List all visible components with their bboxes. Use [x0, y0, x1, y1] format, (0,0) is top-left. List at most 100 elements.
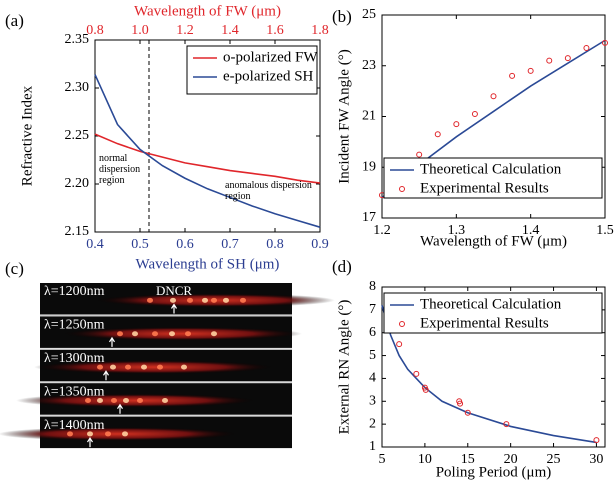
- y-axis-label: Refractive Index: [19, 85, 35, 186]
- x2-tick-label: 1.0: [131, 23, 149, 38]
- spectrum-strip: λ=1200nm: [40, 283, 335, 315]
- x-tick-label: 25: [547, 452, 561, 467]
- spot: [110, 364, 116, 370]
- x-tick-label: 5: [379, 452, 386, 467]
- y-tick-label: 7: [369, 302, 376, 317]
- data-point: [546, 57, 553, 64]
- strip-label: λ=1300nm: [44, 351, 105, 366]
- data-point: [453, 121, 460, 128]
- y-tick-label: 2: [369, 416, 376, 431]
- spot: [170, 297, 176, 303]
- data-point: [490, 93, 497, 100]
- y-tick-label: 2.25: [65, 128, 90, 143]
- legend-label: o-polarized FW: [223, 49, 318, 65]
- y-tick-label: 1: [369, 439, 376, 454]
- x-tick-label: 0.5: [131, 237, 149, 252]
- data-point: [509, 72, 516, 79]
- data-point: [564, 55, 571, 62]
- x-tick-label: 1.3: [448, 223, 466, 238]
- spot: [187, 297, 193, 303]
- strip-glow: [16, 393, 256, 408]
- spot: [223, 297, 229, 303]
- spectrum-strip: λ=1300nm: [34, 349, 292, 382]
- x-tick-label: 0.8: [266, 237, 284, 252]
- y-tick-label: 5: [369, 348, 376, 363]
- x-tick-label: 0.9: [311, 237, 329, 252]
- data-point: [413, 370, 420, 377]
- y-tick-label: 21: [362, 109, 376, 124]
- legend-label: Theoretical Calculation: [420, 296, 562, 312]
- x2-tick-label: 1.4: [221, 23, 239, 38]
- legend-box: [383, 292, 603, 334]
- x2-tick-label: 1.8: [311, 23, 329, 38]
- panel-label: (c): [5, 259, 24, 278]
- spot: [240, 297, 246, 303]
- data-point: [416, 151, 423, 158]
- spectrum-strip: λ=1250nm: [40, 316, 302, 348]
- y-axis-label: External RN Angle (°): [336, 300, 352, 435]
- panel-label: (a): [5, 11, 24, 30]
- y-tick-label: 17: [362, 210, 376, 225]
- x-tick-label: 1.2: [373, 223, 391, 238]
- spot: [169, 331, 175, 337]
- annotation: anomalous dispersion region: [225, 180, 312, 202]
- x-tick-label: 1.5: [596, 223, 614, 238]
- y-axis-label: Incident FW Angle (°): [336, 49, 352, 183]
- spot: [137, 398, 143, 404]
- arrow: [170, 303, 178, 314]
- x-tick-label: 0.4: [86, 237, 104, 252]
- legend-swatch: [399, 321, 405, 327]
- strip-label: λ=1200nm: [44, 284, 105, 299]
- strip-glow: [62, 326, 302, 341]
- panel-label: (d): [332, 257, 352, 276]
- spot: [123, 398, 129, 404]
- y-tick-label: 4: [369, 371, 376, 386]
- spot: [67, 431, 73, 437]
- legend-swatch: [399, 186, 405, 192]
- spot: [125, 364, 131, 370]
- y-tick-label: 25: [362, 7, 376, 22]
- spot: [111, 398, 117, 404]
- data-point: [471, 110, 478, 117]
- image-annotation: DNCR: [156, 283, 192, 298]
- series-line: [94, 74, 321, 228]
- y-tick-label: 19: [362, 159, 376, 174]
- arrow: [116, 403, 124, 414]
- spectrum-strip: λ=1400nm: [0, 416, 292, 449]
- data-point: [602, 39, 608, 46]
- legend-label: Experimental Results: [420, 315, 549, 331]
- data-point: [503, 421, 510, 428]
- x-tick-label: 1.4: [522, 223, 540, 238]
- spot: [105, 431, 111, 437]
- legend-box: [383, 157, 603, 199]
- strip-label: λ=1350nm: [44, 384, 105, 399]
- spot: [162, 398, 168, 404]
- spot: [85, 398, 91, 404]
- spot: [117, 331, 123, 337]
- data-point: [527, 67, 534, 74]
- spot: [157, 364, 163, 370]
- x-axis-label: Wavelength of FW (μm): [420, 233, 567, 249]
- plot-frame: [381, 286, 606, 448]
- strip-glow: [34, 360, 274, 375]
- y-tick-label: 2.15: [65, 224, 90, 239]
- data-point: [583, 44, 590, 51]
- x-tick-label: 0.7: [221, 237, 239, 252]
- data-point: [422, 386, 429, 393]
- strip-label: λ=1250nm: [44, 318, 105, 333]
- legend-label: e-polarized SH: [223, 68, 314, 84]
- spot: [97, 364, 103, 370]
- spot: [181, 364, 187, 370]
- arrow: [108, 336, 116, 347]
- spot: [97, 398, 103, 404]
- x2-tick-label: 1.6: [266, 23, 284, 38]
- strip-label: λ=1400nm: [44, 418, 105, 433]
- x2-tick-label: 1.2: [176, 23, 194, 38]
- x-tick-label: 15: [461, 452, 475, 467]
- y-tick-label: 2.20: [65, 176, 90, 191]
- series-line: [94, 133, 321, 184]
- spot: [141, 364, 147, 370]
- spot: [211, 297, 217, 303]
